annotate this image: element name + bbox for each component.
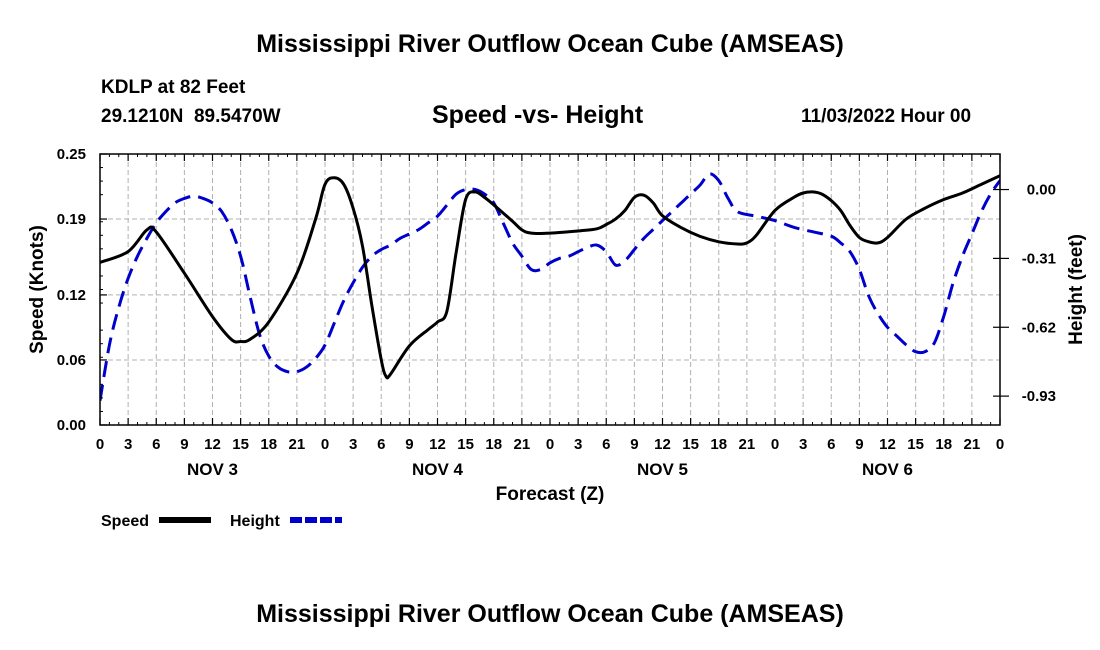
x-tick-label: 3 (799, 436, 807, 453)
x-tick-label: 15 (907, 436, 924, 453)
y2-tick-label: -0.62 (1022, 319, 1056, 336)
x-tick-label: 18 (260, 436, 277, 453)
axes: 0 3 6 9 12 15 18 21 0 3 6 9 12 15 18 21 0 3 6 9 12 15 18 21 0 3 6 9… (27, 146, 1087, 505)
day-label: NOV 3 (187, 460, 238, 479)
x-tick-label: 6 (602, 436, 610, 453)
y2-axis-label: Height (feet) (1066, 234, 1087, 345)
x-tick-label: 12 (879, 436, 896, 453)
y-axis-label: Speed (Knots) (27, 225, 48, 354)
x-tick-label: 9 (180, 436, 188, 453)
x-tick-label: 18 (710, 436, 727, 453)
x-axis-label: Forecast (Z) (496, 484, 605, 505)
chart-subtitle: Speed -vs- Height (432, 101, 644, 129)
series-height-line (100, 172, 1000, 401)
x-tick-label: 0 (96, 436, 104, 453)
speed-height-chart: 0 3 6 9 12 15 18 21 0 3 6 9 12 15 18 21 0 3 6 9 12 15 18 21 0 3 6 9… (27, 146, 1087, 530)
y-tick-label: 0.12 (57, 287, 86, 304)
chart-title: Mississippi River Outflow Ocean Cube (AM… (256, 30, 844, 58)
station-label: KDLP at 82 Feet (101, 77, 246, 98)
x-tick-label: 21 (739, 436, 756, 453)
y2-tick-label: -0.31 (1022, 250, 1056, 267)
legend-label-height: Height (230, 513, 280, 530)
x-tick-label: 9 (855, 436, 863, 453)
x-tick-label: 0 (546, 436, 554, 453)
x-tick-label: 6 (152, 436, 160, 453)
forecast-datetime: 11/03/2022 Hour 00 (801, 106, 972, 127)
x-tick-label: 9 (405, 436, 413, 453)
y-tick-label: 0.19 (57, 211, 86, 228)
x-tick-label: 12 (204, 436, 221, 453)
x-tick-label: 15 (457, 436, 474, 453)
x-tick-label: 0 (996, 436, 1004, 453)
series-layer (100, 172, 1000, 401)
y-tick-label: 0.25 (57, 146, 86, 163)
x-tick-label: 0 (321, 436, 329, 453)
x-tick-label: 18 (935, 436, 952, 453)
x-tick-label: 21 (289, 436, 306, 453)
series-speed-line (100, 174, 1000, 380)
y2-tick-label: 0.00 (1027, 182, 1056, 199)
legend-label-speed: Speed (101, 513, 149, 530)
y-tick-label: 0.06 (57, 352, 86, 369)
x-tick-label: 18 (485, 436, 502, 453)
day-label: NOV 5 (637, 460, 688, 479)
x-tick-label: 21 (514, 436, 531, 453)
x-tick-label: 12 (654, 436, 671, 453)
x-tick-label: 0 (771, 436, 779, 453)
footer-title: Mississippi River Outflow Ocean Cube (AM… (256, 600, 844, 628)
x-tick-label: 6 (377, 436, 385, 453)
x-tick-label: 3 (124, 436, 132, 453)
y2-tick-label: -0.93 (1022, 388, 1056, 405)
legend: Speed Height (101, 513, 342, 530)
y-tick-label: 0.00 (57, 417, 86, 434)
x-tick-label: 15 (682, 436, 699, 453)
x-tick-label: 21 (964, 436, 981, 453)
x-tick-label: 3 (574, 436, 582, 453)
day-label: NOV 6 (862, 460, 913, 479)
x-tick-label: 9 (630, 436, 638, 453)
grid (100, 154, 1000, 425)
x-tick-label: 12 (429, 436, 446, 453)
coordinates-label: 29.1210N 89.5470W (101, 106, 281, 127)
x-tick-label: 6 (827, 436, 835, 453)
day-label: NOV 4 (412, 460, 464, 479)
x-tick-label: 15 (232, 436, 249, 453)
x-tick-label: 3 (349, 436, 357, 453)
